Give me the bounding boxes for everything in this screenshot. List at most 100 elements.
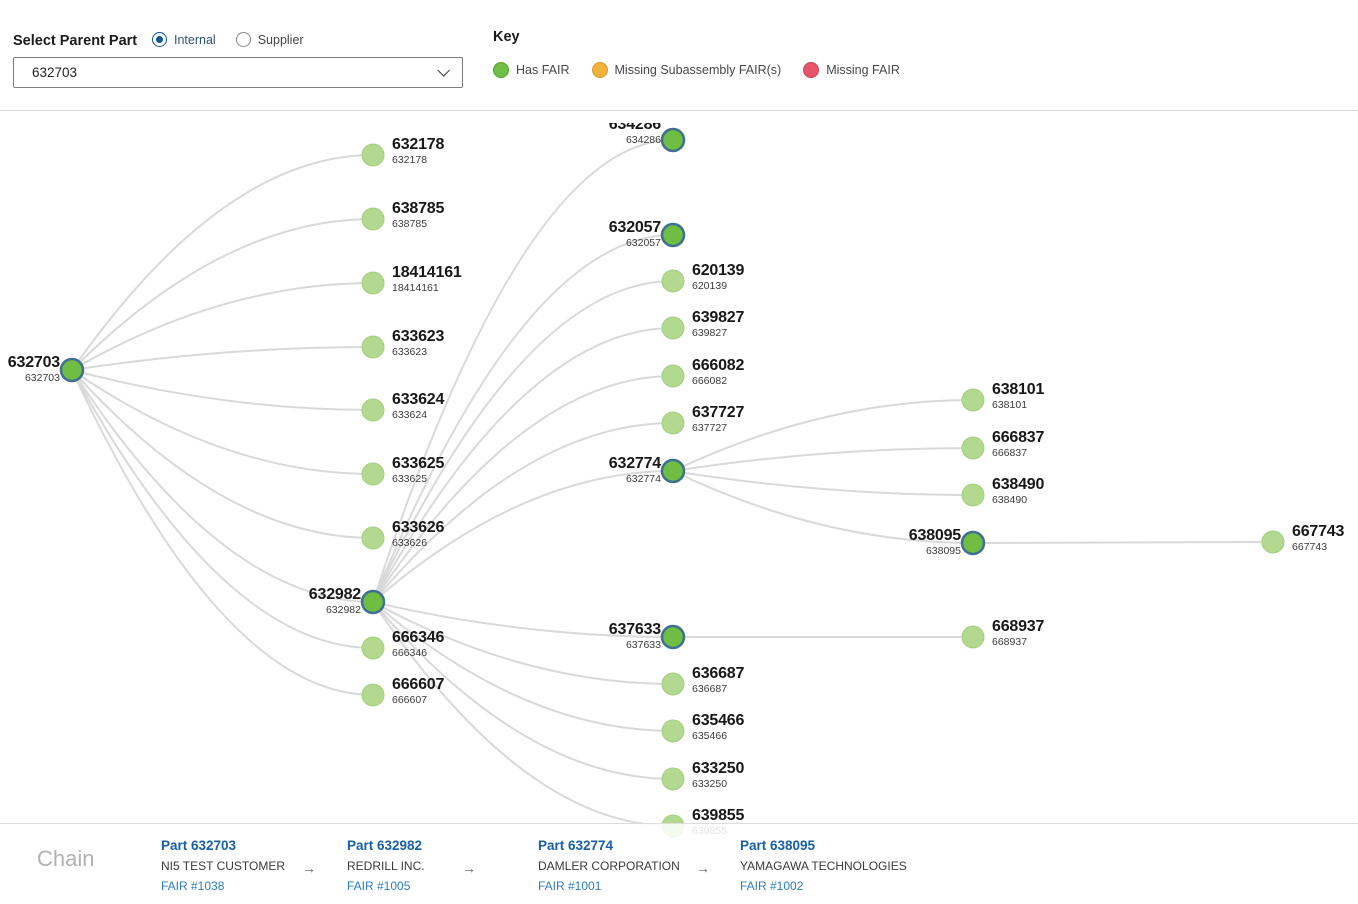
tree-node-637633[interactable] — [660, 624, 686, 650]
tree-edge-632982-639827 — [372, 327, 674, 603]
tree-edge-632774-638095 — [672, 470, 974, 544]
tree-edge-632982-637727 — [372, 422, 674, 603]
tree-node-637727[interactable] — [661, 411, 685, 435]
tree-node-636687[interactable] — [661, 672, 685, 696]
tree-node-666607[interactable] — [361, 683, 385, 707]
tree-edge-632982-636687 — [372, 601, 674, 685]
tree-edge-638095-667743 — [972, 541, 1274, 544]
parent-part-dropdown[interactable]: 632703 — [13, 57, 463, 88]
tree-node-638785[interactable] — [361, 207, 385, 231]
tree-edge-632703-633624 — [71, 369, 374, 411]
radio-internal-label: Internal — [174, 32, 216, 47]
legend-label: Missing FAIR — [826, 63, 900, 77]
tree-edge-632774-638490 — [672, 470, 974, 496]
tree-edge-632774-638101 — [672, 399, 974, 472]
tree-node-632982[interactable] — [360, 589, 386, 615]
chain-arrow-icon: → — [696, 860, 710, 876]
tree-edge-632774-666837 — [672, 447, 974, 472]
chevron-down-icon — [437, 64, 450, 77]
tree-edge-632703-632178 — [71, 154, 374, 371]
tree-node-632774[interactable] — [660, 458, 686, 484]
chain-title: Chain — [37, 846, 95, 871]
tree-node-633624[interactable] — [361, 398, 385, 422]
radio-supplier-label: Supplier — [257, 32, 304, 47]
tree-edge-632982-633250 — [372, 601, 674, 780]
tree-node-18414161[interactable] — [361, 271, 385, 295]
chain-company: REDRILL INC. — [347, 858, 425, 873]
missing-fair-dot-icon — [803, 62, 820, 78]
tree-node-638490[interactable] — [961, 483, 985, 507]
tree-node-633250[interactable] — [661, 767, 685, 791]
select-parent-part-label: Select Parent Part — [13, 33, 138, 49]
tree-node-668937[interactable] — [961, 625, 985, 649]
chain-item-2: Part 632982 REDRILL INC. FAIR #1005 — [347, 839, 425, 892]
part-tree-area: 632703 632703 632178 632178 638785 638785 1841… — [0, 123, 1358, 904]
missing-subassembly-dot-icon — [591, 62, 608, 78]
legend-item-missing-subassembly: Missing Subassembly FAIR(s) — [591, 62, 782, 78]
tree-node-667743[interactable] — [1261, 530, 1285, 554]
tree-node-635466[interactable] — [661, 719, 685, 743]
legend-label: Missing Subassembly FAIR(s) — [614, 63, 782, 77]
fair-status-legend: Has FAIR Missing Subassembly FAIR(s) Mis… — [493, 62, 900, 78]
chain-part-number: Part 632982 — [347, 838, 423, 853]
tree-node-633623[interactable] — [361, 335, 385, 359]
tree-node-666837[interactable] — [961, 436, 985, 460]
tree-node-632178[interactable] — [361, 143, 385, 167]
tree-node-632703[interactable] — [59, 357, 85, 383]
tree-node-638101[interactable] — [961, 388, 985, 412]
tree-edge-632703-638785 — [71, 218, 374, 371]
tree-node-666346[interactable] — [361, 636, 385, 660]
chain-fair-link[interactable]: FAIR #1005 — [347, 878, 411, 893]
chain-part-number: Part 632703 — [161, 838, 237, 853]
tree-canvas — [59, 127, 1285, 838]
tree-node-634286[interactable] — [660, 127, 686, 153]
has-fair-dot-icon — [493, 62, 509, 78]
source-radio-group: Internal Supplier — [152, 32, 304, 47]
tree-edge-632703-633625 — [71, 369, 374, 475]
tree-node-633625[interactable] — [361, 462, 385, 486]
tree-node-638095[interactable] — [960, 530, 986, 556]
tree-edge-632982-620139 — [372, 280, 674, 603]
parent-part-dropdown-value: 632703 — [32, 65, 78, 80]
tree-edge-632982-637633 — [372, 601, 674, 638]
tree-edge-632982-632057 — [372, 234, 674, 603]
tree-edge-632982-634286 — [372, 139, 674, 603]
tree-edge-632982-666082 — [372, 375, 674, 603]
chain-item-3: Part 632774 DAMLER CORPORATION FAIR #100… — [538, 839, 680, 892]
chain-part-number: Part 638095 — [740, 838, 816, 853]
radio-supplier[interactable]: Supplier — [235, 32, 304, 47]
legend-label: Has FAIR — [516, 63, 570, 77]
tree-node-666082[interactable] — [661, 364, 685, 388]
tree-edge-632703-18414161 — [71, 282, 374, 371]
legend-item-missing-fair: Missing FAIR — [803, 62, 900, 78]
chain-item-1: Part 632703 NI5 TEST CUSTOMER FAIR #1038 — [161, 839, 285, 892]
chain-item-4: Part 638095 YAMAGAWA TECHNOLOGIES FAIR #… — [740, 839, 907, 892]
tree-edge-632982-639855 — [372, 601, 674, 827]
header-bar: Select Parent Part Internal Supplier 632… — [0, 0, 1358, 111]
tree-edge-632703-632982 — [71, 369, 374, 603]
tree-edge-632703-633623 — [71, 346, 374, 371]
tree-node-620139[interactable] — [661, 269, 685, 293]
chain-company: YAMAGAWA TECHNOLOGIES — [740, 858, 907, 873]
tree-edge-632703-666607 — [71, 369, 374, 696]
chain-company: DAMLER CORPORATION — [538, 858, 680, 873]
radio-unselected-icon — [235, 32, 251, 47]
legend-item-has-fair: Has FAIR — [493, 62, 570, 78]
chain-arrow-icon: → — [462, 860, 476, 876]
tree-edge-632982-635466 — [372, 601, 674, 732]
chain-fair-link[interactable]: FAIR #1038 — [161, 878, 225, 893]
tree-node-639827[interactable] — [661, 316, 685, 340]
tree-edge-632703-633626 — [71, 369, 374, 539]
radio-internal[interactable]: Internal — [152, 32, 216, 47]
chain-part-number: Part 632774 — [538, 838, 614, 853]
radio-selected-icon — [152, 32, 167, 47]
key-title: Key — [493, 29, 520, 45]
tree-edge-632982-632774 — [372, 470, 674, 603]
chain-bar: Chain Part 632703 NI5 TEST CUSTOMER FAIR… — [0, 823, 1358, 904]
tree-node-632057[interactable] — [660, 222, 686, 248]
chain-arrow-icon: → — [302, 860, 316, 876]
tree-node-633626[interactable] — [361, 526, 385, 550]
chain-fair-link[interactable]: FAIR #1002 — [740, 878, 804, 893]
chain-fair-link[interactable]: FAIR #1001 — [538, 878, 602, 893]
tree-edge-632703-666346 — [71, 369, 374, 649]
